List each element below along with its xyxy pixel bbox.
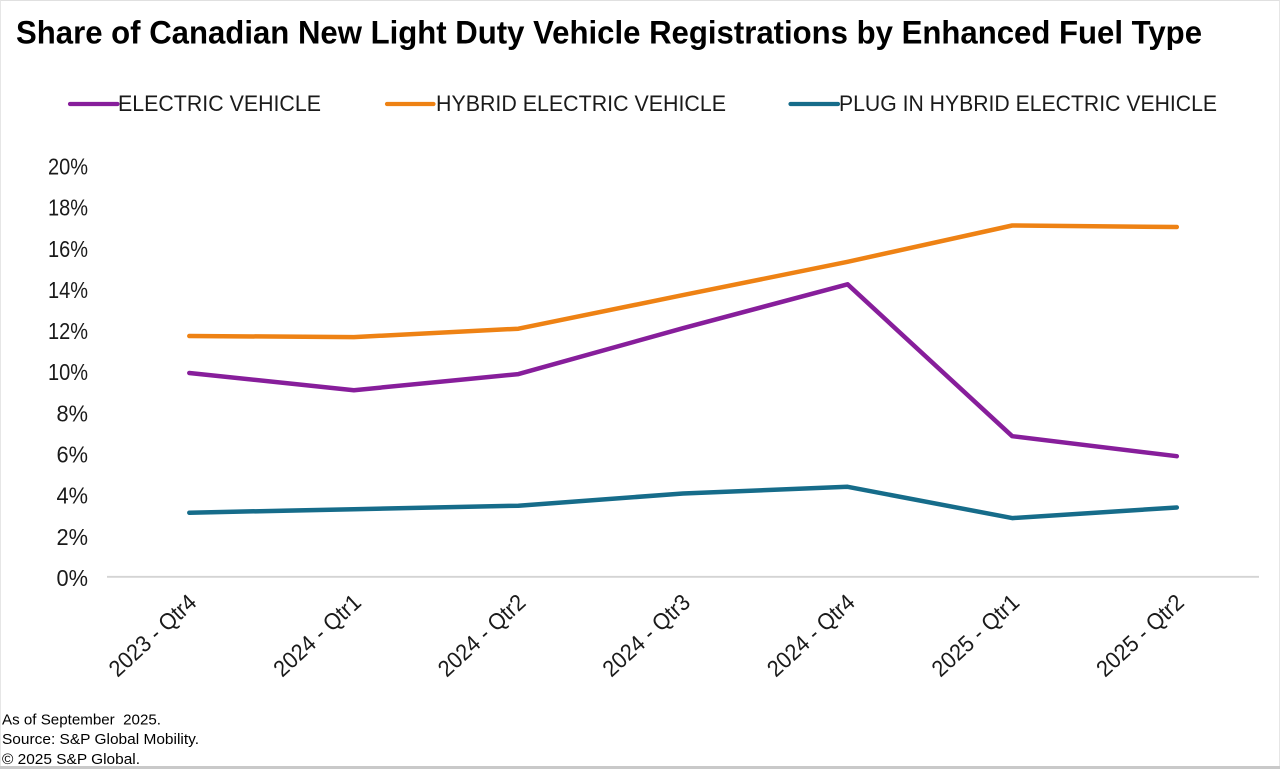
svg-text:10%: 10% [48,359,88,385]
svg-text:4%: 4% [57,483,89,509]
svg-text:2024 - Qtr3: 2024 - Qtr3 [597,589,695,682]
svg-text:2024 - Qtr2: 2024 - Qtr2 [433,589,531,682]
svg-text:14%: 14% [48,277,88,303]
svg-text:PLUG IN HYBRID ELECTRIC VEHICL: PLUG IN HYBRID ELECTRIC VEHICLE [839,91,1217,116]
svg-text:2%: 2% [57,524,89,550]
svg-text:12%: 12% [48,318,88,344]
svg-text:6%: 6% [57,442,89,468]
svg-text:2025 - Qtr2: 2025 - Qtr2 [1091,589,1189,682]
svg-text:2024 - Qtr4: 2024 - Qtr4 [762,589,860,682]
svg-text:8%: 8% [57,400,89,426]
svg-text:HYBRID ELECTRIC VEHICLE: HYBRID ELECTRIC VEHICLE [436,91,726,116]
svg-text:© 2025 S&P Global.: © 2025 S&P Global. [2,751,140,768]
svg-text:2024 - Qtr1: 2024 - Qtr1 [268,589,366,682]
svg-text:18%: 18% [48,195,88,221]
svg-text:Source: S&P Global Mobility.: Source: S&P Global Mobility. [2,731,199,748]
svg-text:16%: 16% [48,236,88,262]
svg-text:As of September 2025.: As of September 2025. [2,712,161,729]
svg-text:2023 - Qtr4: 2023 - Qtr4 [103,589,201,682]
svg-text:20%: 20% [48,154,88,180]
svg-text:Share of Canadian New Light Du: Share of Canadian New Light Duty Vehicle… [16,15,1202,51]
svg-text:0%: 0% [57,565,89,591]
svg-text:ELECTRIC VEHICLE: ELECTRIC VEHICLE [118,91,321,116]
svg-text:2025 - Qtr1: 2025 - Qtr1 [926,589,1024,682]
